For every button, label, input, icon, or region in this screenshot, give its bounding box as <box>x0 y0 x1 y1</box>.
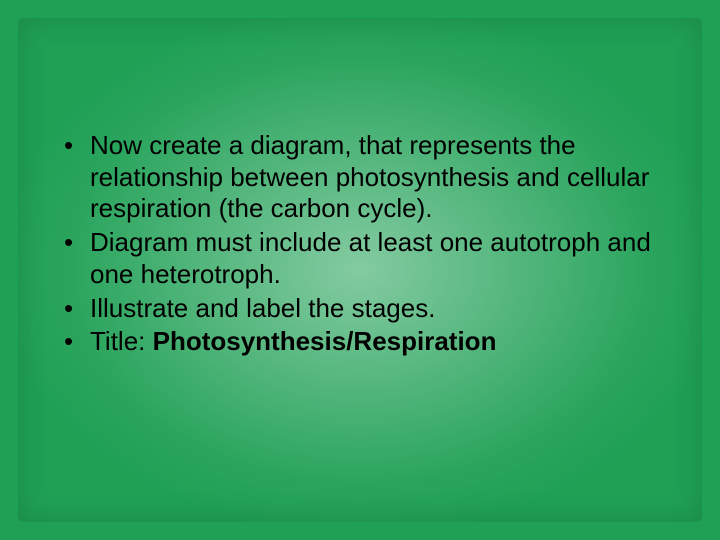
bullet-text-bold: Photosynthesis/Respiration <box>153 326 497 356</box>
bullet-text: Now create a diagram, that represents th… <box>90 130 649 223</box>
list-item: Title: Photosynthesis/Respiration <box>58 326 660 358</box>
bullet-text-prefix: Title: <box>90 326 153 356</box>
list-item: Now create a diagram, that represents th… <box>58 130 660 225</box>
list-item: Diagram must include at least one autotr… <box>58 227 660 290</box>
bullet-text: Diagram must include at least one autotr… <box>90 227 651 289</box>
bullet-text: Illustrate and label the stages. <box>90 293 435 323</box>
slide-background: Now create a diagram, that represents th… <box>0 0 720 540</box>
slide-content: Now create a diagram, that represents th… <box>58 130 660 360</box>
list-item: Illustrate and label the stages. <box>58 293 660 325</box>
bullet-list: Now create a diagram, that represents th… <box>58 130 660 358</box>
